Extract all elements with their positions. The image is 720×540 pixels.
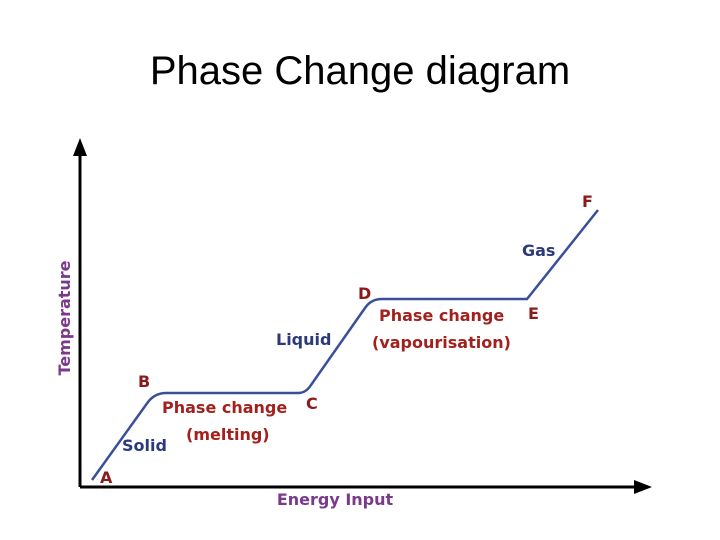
point-label: E — [528, 304, 539, 323]
state-label: Solid — [122, 436, 167, 455]
y-arrow — [73, 138, 87, 156]
point-label: F — [582, 192, 593, 211]
point-label: B — [138, 372, 150, 391]
state-label: Liquid — [276, 330, 331, 349]
phase-label: Phase change — [379, 306, 504, 325]
point-label: A — [100, 468, 113, 487]
phase-detail: (melting) — [186, 425, 270, 444]
point-label: C — [306, 394, 318, 413]
x-label: Energy Input — [277, 490, 394, 509]
phase-label: Phase change — [162, 398, 287, 417]
title: Phase Change diagram — [150, 49, 570, 93]
x-arrow — [634, 480, 652, 494]
y-label: Temperature — [55, 260, 74, 375]
heating-curve — [90, 209, 599, 481]
state-label: Gas — [522, 241, 555, 260]
phase-detail: (vapourisation) — [372, 333, 511, 352]
point-label: D — [358, 284, 371, 303]
